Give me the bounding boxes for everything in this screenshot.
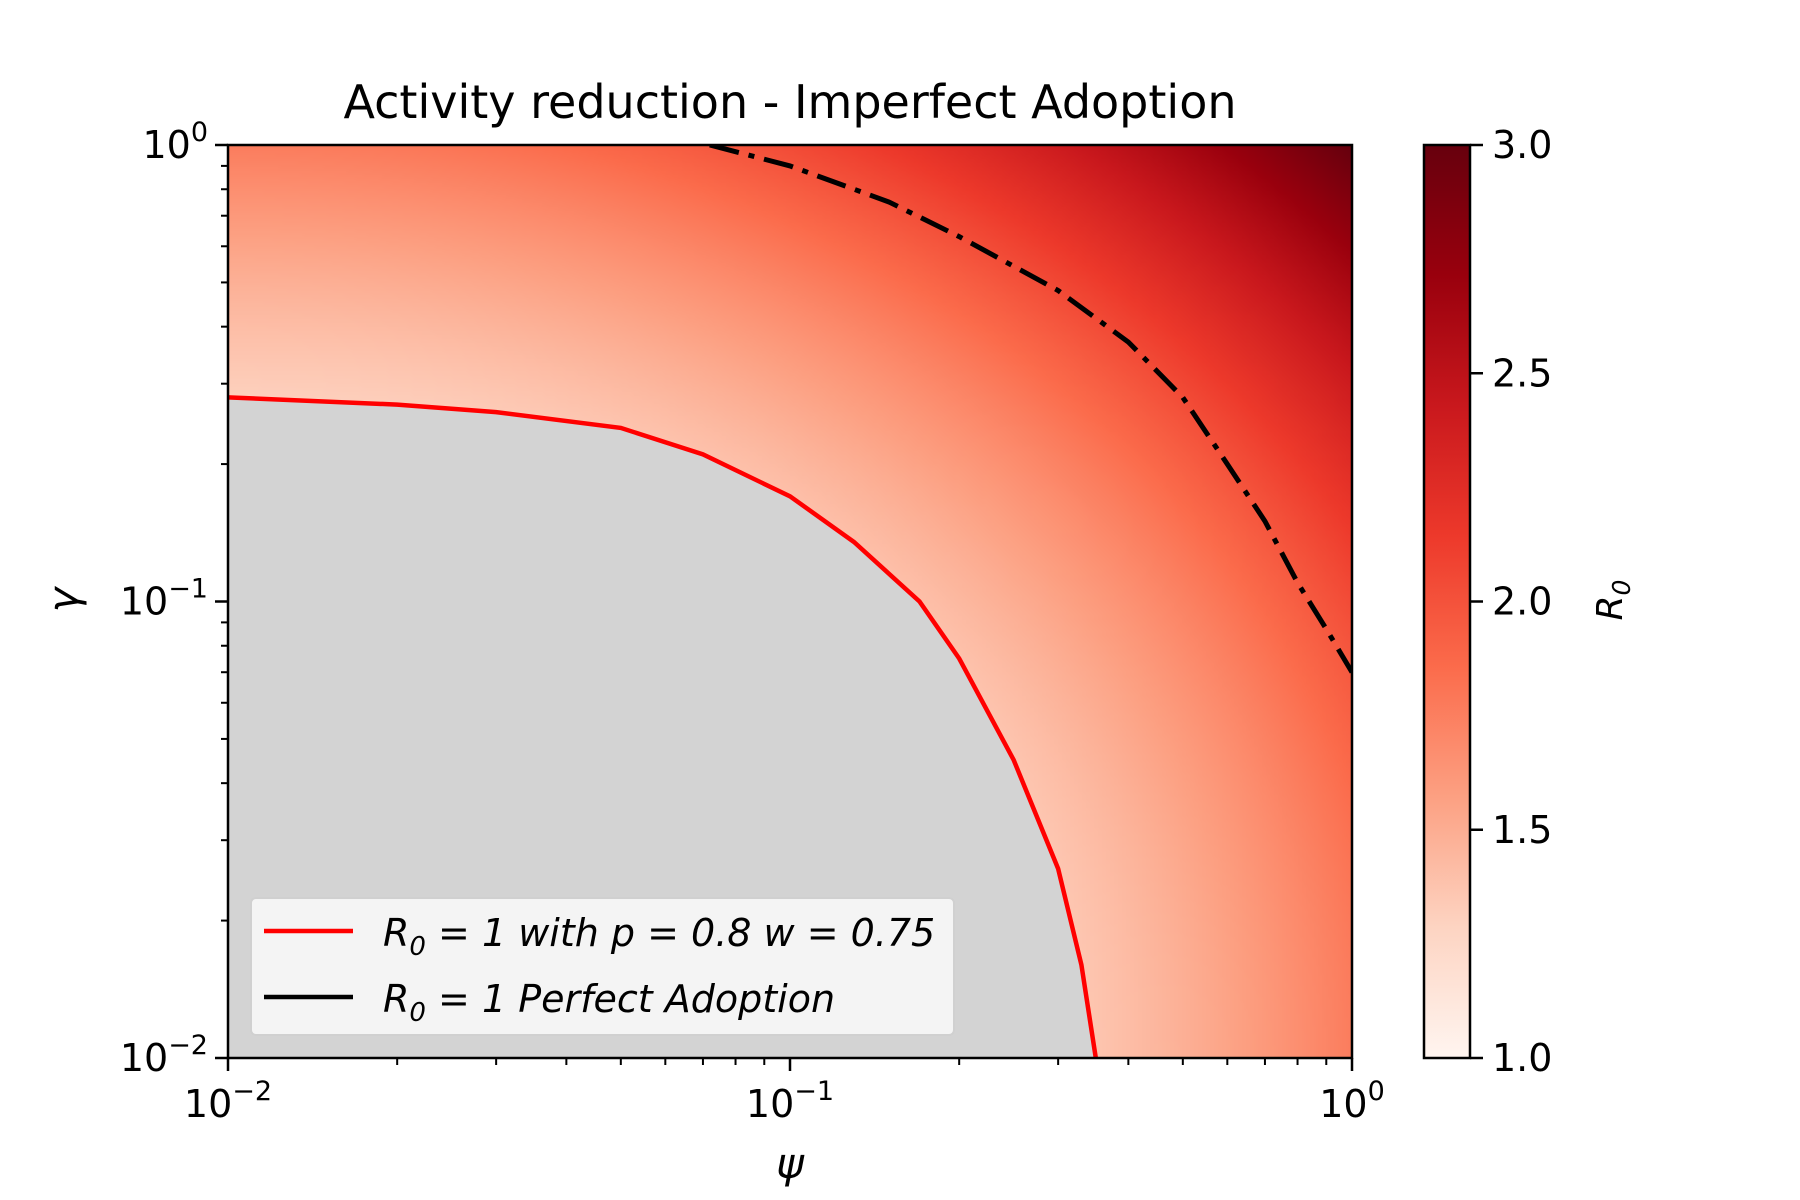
y-axis: 10−2 10−1 100 [120, 117, 228, 1080]
x-axis-label: ψ [776, 1139, 805, 1188]
colorbar-tick-label: 3.0 [1492, 123, 1552, 167]
legend-label-perfect-adoption: R0 = 1 Perfect Adoption [383, 977, 835, 1028]
y-axis-label: γ [39, 585, 88, 612]
y-tick-label: 10−2 [120, 1030, 208, 1080]
chart-title: Activity reduction - Imperfect Adoption [343, 75, 1236, 129]
colorbar-tick-label: 1.0 [1492, 1036, 1552, 1080]
colorbar-tick-label: 2.0 [1492, 580, 1552, 624]
colorbar-tick-label: 2.5 [1492, 351, 1552, 395]
legend: R0 = 1 with p = 0.8 w = 0.75 R0 = 1 Perf… [250, 897, 955, 1036]
colorbar-gradient [1422, 143, 1472, 1060]
x-tick-label: 100 [1319, 1076, 1385, 1126]
legend-box [250, 897, 955, 1036]
colorbar-label: R0 [1590, 580, 1636, 621]
colorbar-ticks: 1.0 1.5 2.0 2.5 3.0 [1470, 123, 1552, 1080]
series-line-perfect-adoption [709, 145, 1352, 674]
series-line-imperfect-adoption [228, 395, 1099, 1058]
y-tick-label: 10−1 [120, 574, 208, 624]
x-tick-label: 10−1 [746, 1076, 834, 1126]
x-tick-label: 10−2 [184, 1076, 272, 1126]
y-tick-label: 100 [142, 117, 208, 167]
x-axis: 10−2 10−1 100 [184, 1058, 1385, 1126]
colorbar: 1.0 1.5 2.0 2.5 3.0 R0 [1422, 123, 1636, 1080]
colorbar-tick-label: 1.5 [1492, 808, 1552, 852]
legend-label-imperfect-adoption: R0 = 1 with p = 0.8 w = 0.75 [383, 911, 935, 962]
below-threshold-region [228, 397, 1096, 1058]
